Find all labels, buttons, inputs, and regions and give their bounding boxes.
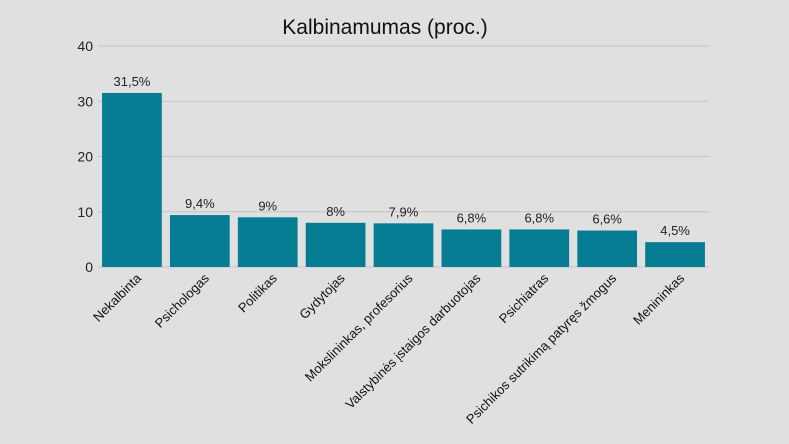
data-label: 6,8% — [524, 210, 554, 225]
bar — [577, 230, 638, 267]
bar — [509, 229, 570, 267]
data-label: 8% — [326, 204, 345, 219]
x-tick-label: Gydytojas — [296, 270, 348, 322]
y-tick-label: 0 — [85, 259, 93, 275]
x-tick-label: Psichiatras — [496, 270, 552, 326]
bar — [102, 92, 162, 268]
y-tick-label: 20 — [77, 149, 93, 165]
bar — [441, 229, 502, 267]
bar — [237, 217, 298, 267]
data-labels: 31,5% 9,4% 9% 8% 7,9% 6,8% 6,8% 6,6% 4,5% — [114, 74, 691, 238]
bar — [373, 223, 434, 267]
data-label: 4,5% — [660, 223, 690, 238]
y-axis-ticks: 0 10 20 30 40 — [77, 38, 93, 275]
bar — [169, 215, 230, 267]
x-tick-label: Psichologas — [152, 270, 213, 331]
data-label: 9% — [258, 198, 277, 213]
bar — [305, 222, 366, 267]
bar — [645, 242, 705, 267]
chart-title: Kalbinamumas (proc.) — [282, 16, 487, 39]
data-label: 6,8% — [457, 210, 487, 225]
x-tick-label: Psichikos sutrikimą patyręs žmogus — [463, 270, 620, 427]
data-label: 9,4% — [185, 196, 215, 211]
data-label: 6,6% — [592, 212, 622, 227]
data-label: 7,9% — [389, 204, 419, 219]
y-tick-label: 30 — [77, 93, 93, 109]
data-label: 31,5% — [114, 74, 151, 89]
x-tick-label: Mokslininkas, profesorius — [302, 270, 416, 384]
y-tick-label: 40 — [77, 38, 93, 54]
x-tick-label: Politikas — [235, 270, 280, 315]
y-tick-label: 10 — [77, 204, 93, 220]
bars — [102, 92, 705, 268]
x-tick-label: Nekalbinta — [90, 270, 145, 325]
x-tick-label: Menininkas — [630, 270, 687, 327]
x-tick-label: Valstybinės įstaigos darbuotojas — [342, 270, 484, 412]
x-axis-ticks: Nekalbinta Psichologas Politikas GydytojasM… — [90, 270, 688, 427]
